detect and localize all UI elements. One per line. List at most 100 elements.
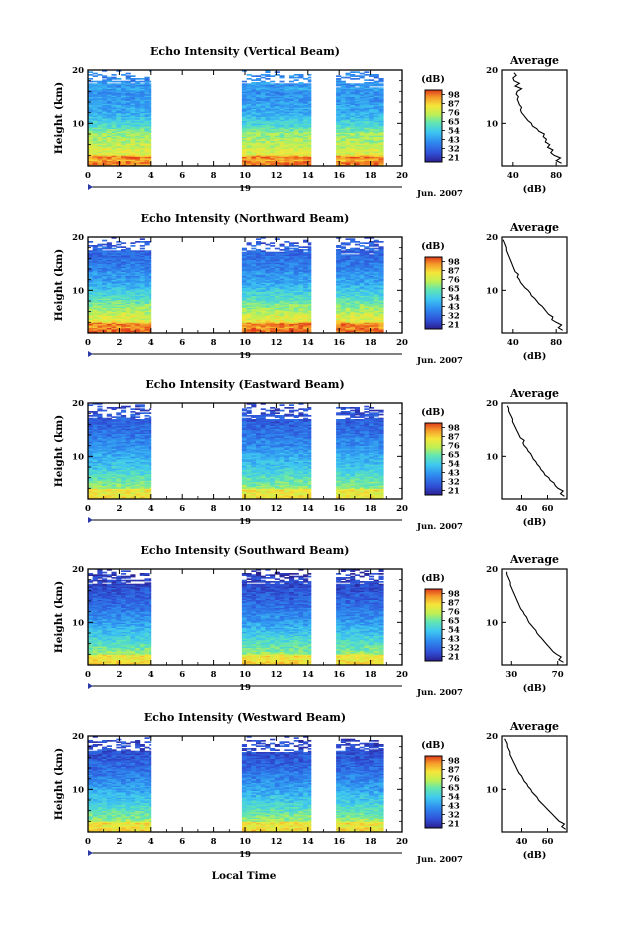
- heatmap-cell: [345, 111, 351, 113]
- heatmap-cell: [359, 127, 365, 129]
- heatmap-cell: [149, 88, 152, 91]
- heatmap-cell: [88, 134, 94, 136]
- heatmap-cell: [293, 128, 299, 131]
- heatmap-cell: [241, 107, 247, 109]
- heatmap-cell: [130, 95, 136, 97]
- heatmap-cell: [97, 294, 103, 296]
- heatmap-cell: [345, 154, 351, 156]
- heatmap-cell: [378, 114, 384, 116]
- heatmap-cell: [88, 303, 94, 306]
- heatmap-cell: [340, 114, 346, 116]
- heatmap-cell: [378, 147, 384, 149]
- heatmap-cell: [102, 302, 108, 304]
- heatmap-cell: [130, 162, 136, 164]
- heatmap-cell: [364, 71, 370, 73]
- heatmap-cell: [121, 118, 127, 120]
- heatmap-cell: [102, 139, 108, 141]
- heatmap-cell: [274, 154, 280, 156]
- heatmap-cell: [144, 115, 150, 117]
- heatmap-cell: [284, 142, 290, 144]
- heatmap-cell: [293, 138, 299, 140]
- heatmap-cell: [92, 147, 98, 149]
- heatmap-cell: [364, 123, 370, 125]
- heatmap-cell: [298, 96, 304, 99]
- heatmap-cell: [354, 127, 360, 129]
- heatmap-cell: [350, 151, 356, 153]
- heatmap-cell: [256, 92, 262, 95]
- heatmap-cell: [135, 96, 141, 99]
- heatmap-cell: [121, 282, 127, 284]
- heatmap-cell: [125, 95, 131, 97]
- heatmap-cell: [246, 147, 252, 149]
- heatmap-cell: [256, 132, 262, 135]
- heatmap-cell: [246, 134, 252, 136]
- heatmap-cell: [345, 84, 351, 87]
- heatmap-cell: [88, 106, 94, 108]
- heatmap-cell: [88, 78, 94, 80]
- heatmap-cell: [241, 100, 247, 103]
- heatmap-cell: [125, 83, 131, 85]
- heatmap-cell: [241, 162, 247, 164]
- heatmap-cell: [298, 135, 304, 137]
- heatmap-cell: [111, 86, 117, 88]
- heatmap-cell: [246, 86, 252, 88]
- heatmap-cell: [135, 115, 141, 117]
- heatmap-cell: [88, 305, 94, 307]
- heatmap-cell: [149, 80, 152, 83]
- heatmap-cell: [270, 144, 276, 147]
- heatmap-cell: [111, 112, 117, 115]
- heatmap-cell: [116, 301, 122, 303]
- heatmap-cell: [92, 139, 98, 141]
- heatmap-cell: [97, 131, 103, 133]
- heatmap-cell: [106, 315, 112, 318]
- heatmap-cell: [92, 90, 98, 92]
- heatmap-cell: [92, 309, 98, 311]
- heatmap-cell: [373, 159, 379, 161]
- heatmap-cell: [336, 136, 342, 139]
- heatmap-cell: [284, 84, 290, 87]
- heatmap-cell: [364, 163, 370, 165]
- heatmap-cell: [251, 91, 257, 93]
- heatmap-cell: [298, 148, 304, 151]
- heatmap-cell: [289, 75, 295, 77]
- heatmap-cell: [256, 162, 262, 164]
- heatmap-cell: [130, 131, 136, 133]
- heatmap-cell: [270, 116, 276, 119]
- heatmap-cell: [130, 134, 136, 136]
- heatmap-cell: [144, 290, 150, 292]
- heatmap-cell: [88, 163, 94, 165]
- heatmap-cell: [116, 289, 122, 291]
- heatmap-cell: [289, 155, 295, 157]
- heatmap-cell: [256, 154, 262, 156]
- heatmap-cell: [293, 154, 299, 156]
- heatmap-cell: [274, 135, 280, 137]
- heatmap-cell: [298, 87, 304, 89]
- heatmap-cell: [149, 120, 152, 123]
- heatmap-cell: [265, 150, 271, 152]
- heatmap-cell: [307, 159, 312, 161]
- heatmap-cell: [251, 112, 257, 115]
- heatmap-cell: [350, 162, 356, 164]
- heatmap-cell: [116, 122, 122, 124]
- heatmap-cell: [97, 83, 103, 85]
- heatmap-cell: [364, 84, 370, 87]
- heatmap-cell: [241, 160, 247, 163]
- heatmap-cell: [111, 130, 117, 132]
- heatmap-cell: [289, 106, 295, 108]
- heatmap-cell: [106, 148, 112, 151]
- heatmap-cell: [149, 158, 152, 160]
- heatmap-cell: [121, 147, 127, 149]
- heatmap-cell: [92, 126, 98, 128]
- heatmap-cell: [265, 140, 271, 143]
- heatmap-cell: [336, 91, 342, 93]
- heatmap-cell: [241, 148, 247, 151]
- heatmap-cell: [369, 159, 375, 161]
- heatmap-cell: [340, 99, 346, 101]
- heatmap-cell: [251, 143, 257, 145]
- heatmap-cell: [139, 146, 145, 148]
- heatmap-cell: [265, 134, 271, 136]
- heatmap-cell: [270, 115, 276, 117]
- heatmap-cell: [364, 118, 370, 120]
- heatmap-cell: [149, 90, 152, 92]
- heatmap-cell: [125, 94, 131, 96]
